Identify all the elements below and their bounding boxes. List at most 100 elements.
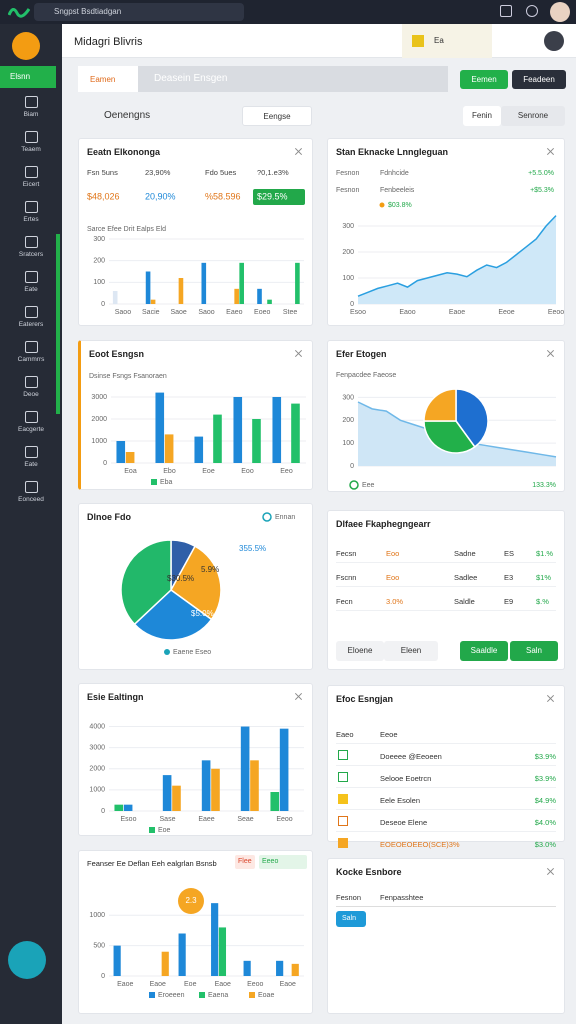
toggle[interactable]: Fenin: [463, 106, 501, 126]
x-tick-label: Sacie: [142, 309, 160, 316]
nav-item[interactable]: Ertes: [0, 201, 62, 223]
panel-title: Eeatn Elkononga: [87, 147, 161, 157]
nav-item[interactable]: Eate: [0, 446, 62, 468]
badge-box[interactable]: Ea: [402, 24, 492, 58]
list-row[interactable]: Fscnn Eoo Sadlee E3 $1%: [336, 567, 556, 587]
filter[interactable]: Eengse: [242, 106, 312, 126]
cell: 3.0%: [386, 597, 404, 606]
nav-item[interactable]: Deoe: [0, 376, 62, 398]
nav-item[interactable]: Eacgerte: [0, 411, 62, 433]
y-tick-label: 0: [350, 463, 354, 470]
pie-slice: [423, 420, 476, 454]
y-tick-label: 200: [342, 417, 354, 424]
header: Midagri Blivris Ea: [62, 24, 576, 58]
close[interactable]: [547, 695, 554, 702]
cell: $3.0%: [534, 840, 556, 849]
nav-item[interactable]: Eate: [0, 271, 62, 293]
icon: [338, 772, 348, 782]
tab[interactable]: Deasein Ensgen: [138, 66, 448, 92]
nav-label: Teaem: [21, 146, 41, 153]
bar: [240, 726, 250, 811]
list-row[interactable]: Fecn 3.0% Saldle E9 $.%: [336, 591, 556, 611]
x-tick-label: Eoe: [184, 981, 197, 988]
icon[interactable]: [526, 5, 538, 17]
list-row[interactable]: Fecsn Eoo Sadne ES $1.%: [336, 543, 556, 563]
button[interactable]: Saln: [336, 911, 366, 927]
list-row[interactable]: Eele Esolen $4.9%: [336, 790, 556, 810]
annotation: $5.0%: [191, 609, 214, 618]
nav-item[interactable]: Eonceed: [0, 481, 62, 503]
x-tick-label: Eoa: [124, 468, 137, 475]
x-tick-label: Eeo: [280, 468, 293, 475]
button[interactable]: Eemen: [460, 70, 508, 89]
list-row[interactable]: Doeeee @Eeoeen $3.9%: [336, 746, 556, 766]
cell: Deseoe Elene: [380, 818, 428, 827]
panel: Fesnon Fdnhcide +5.5.0% Fesnon Fenbeeleis +$5…: [327, 138, 565, 326]
avatar[interactable]: [544, 31, 564, 51]
toggle[interactable]: Senrone: [501, 106, 565, 126]
kpi: ?0,1.e3%: [257, 168, 289, 177]
y-tick-label: 0: [350, 301, 354, 308]
close[interactable]: [547, 868, 554, 875]
nav-item[interactable]: Cammrrs: [0, 341, 62, 363]
button[interactable]: Eloene: [336, 641, 384, 661]
y-tick-label: 1000: [91, 438, 107, 445]
close[interactable]: [295, 693, 302, 700]
panel: 0 1000 2000 3000 4000 Esoo Sase Eaee Seae Eeoo Eoe…: [78, 683, 313, 836]
nav-label: Eate: [24, 461, 38, 468]
logo[interactable]: [12, 32, 40, 60]
list-row[interactable]: Fesnon Fenpasshtee: [336, 887, 556, 907]
avatar[interactable]: [550, 2, 570, 22]
cell: $3.9%: [534, 774, 556, 783]
nav-item[interactable]: Eicert: [0, 166, 62, 188]
icon[interactable]: [500, 5, 512, 17]
nav-item[interactable]: Sratcers: [0, 236, 62, 258]
legend-swatch: [151, 479, 157, 485]
nav-label: Eacgerte: [17, 426, 45, 433]
cell: $1%: [536, 573, 552, 582]
button[interactable]: Eleen: [384, 641, 438, 661]
close[interactable]: [295, 148, 302, 155]
nav-active[interactable]: Elsnn: [0, 66, 56, 88]
x-tick-label: Eoe: [202, 468, 215, 475]
list-row[interactable]: Deseoe Elene $4.0%: [336, 812, 556, 832]
row-text: Fdnhcide: [380, 170, 409, 177]
search-box[interactable]: Sngpst Bsdtiadgan: [34, 3, 244, 21]
tab[interactable]: Eamen: [78, 66, 138, 92]
bar: [201, 760, 211, 811]
close[interactable]: [547, 148, 554, 155]
area: [358, 215, 556, 304]
chart: Ennan 355.5% 5.9% $30.5% $5.0% Eaene Eseo: [120, 512, 295, 656]
bar: [161, 951, 169, 976]
button[interactable]: Saaldle: [460, 641, 508, 661]
chip[interactable]: Eeeo: [259, 855, 307, 869]
legend-label: $03.8%: [388, 202, 412, 209]
y-tick-label: 500: [93, 942, 105, 949]
close[interactable]: [295, 350, 302, 357]
legend-dot[interactable]: [262, 512, 272, 522]
fab[interactable]: [8, 941, 46, 979]
list-row[interactable]: EOEOEOEEO(SCE)3% $3.0%: [336, 834, 556, 854]
bar: [267, 299, 272, 304]
chart: Fenpacdee Faeose 0 100 200 300 Eee 133.3%: [336, 372, 557, 490]
footer: Eaene Eseo: [173, 649, 211, 656]
panel-title: Dlnoe Fdo: [87, 512, 131, 522]
cell: Saldle: [454, 597, 475, 606]
bar: [250, 760, 259, 811]
list-row[interactable]: Selooe Eoetrcn $3.9%: [336, 768, 556, 788]
button[interactable]: Saln: [510, 641, 558, 661]
x-tick-label: Esoo: [350, 309, 366, 316]
row-text: Fesnon: [336, 187, 359, 194]
nav-item[interactable]: Eaterers: [0, 306, 62, 328]
annotation: $30.5%: [167, 574, 194, 583]
y-tick-label: 4000: [89, 723, 105, 730]
nav-item[interactable]: Teaem: [0, 131, 62, 153]
close[interactable]: [547, 350, 554, 357]
button[interactable]: Feadeen: [512, 70, 566, 89]
bar: [172, 785, 181, 811]
nav-item[interactable]: Biam: [0, 96, 62, 118]
chip[interactable]: Flee: [235, 855, 255, 869]
nav-label: Eicert: [22, 181, 40, 188]
bar: [112, 291, 118, 304]
bar: [270, 792, 280, 811]
